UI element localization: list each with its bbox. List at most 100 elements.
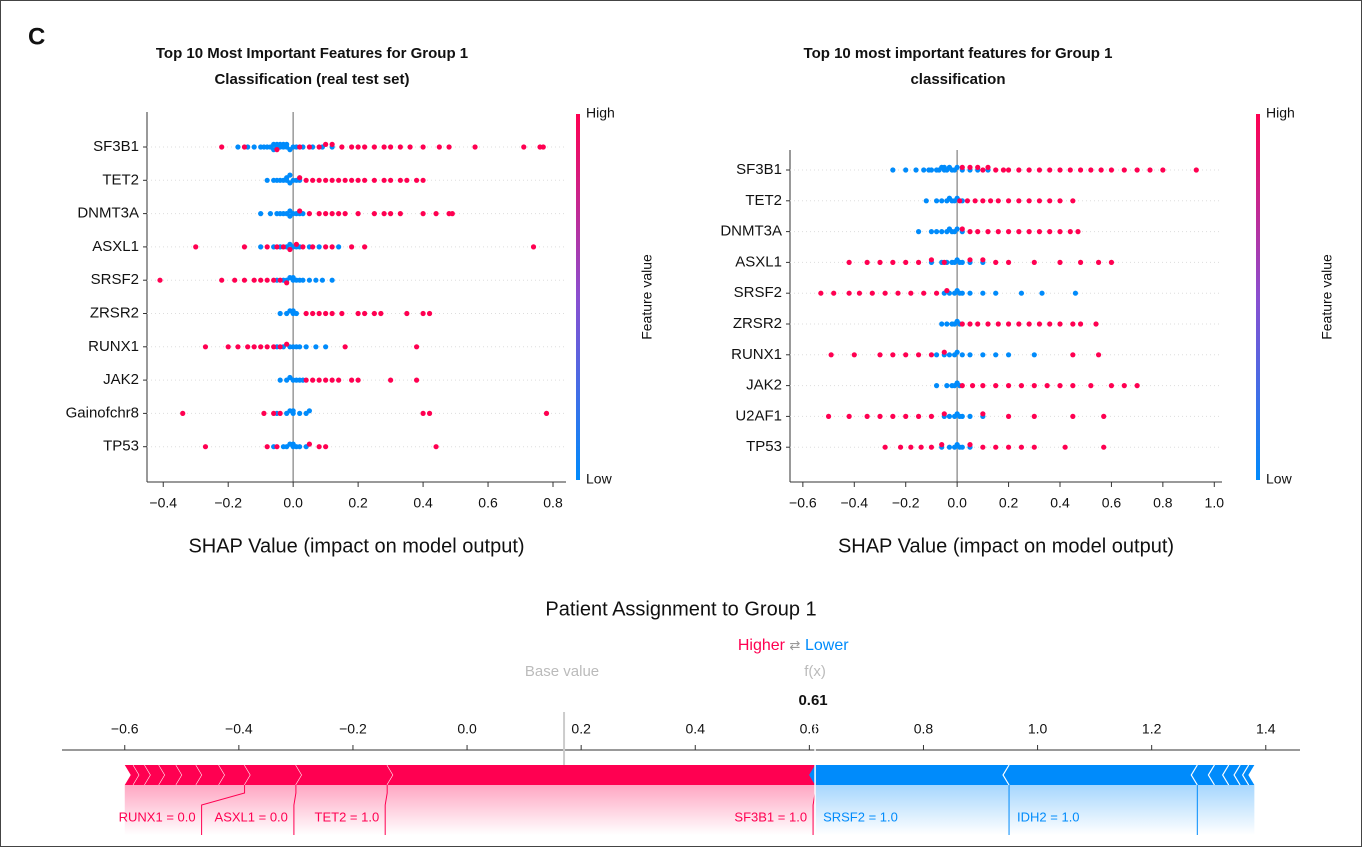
dot: [954, 164, 960, 170]
dot: [964, 198, 971, 204]
row-label: ASXL1: [92, 238, 139, 255]
dot: [980, 198, 986, 204]
dot: [287, 246, 293, 253]
dot: [371, 144, 377, 150]
dot: [306, 211, 313, 217]
dot: [846, 413, 852, 419]
dot: [864, 413, 870, 419]
dot: [903, 352, 909, 358]
dot: [969, 383, 976, 389]
lower-label: Lower: [805, 637, 849, 654]
dot: [355, 144, 361, 150]
dot: [946, 444, 953, 450]
dot: [1047, 321, 1053, 327]
dot: [342, 344, 348, 350]
dot: [1005, 321, 1012, 327]
dot: [877, 413, 883, 419]
dot: [967, 321, 973, 327]
dot: [362, 177, 368, 183]
dot: [306, 441, 313, 447]
dot: [225, 344, 231, 350]
dot: [1108, 167, 1115, 173]
dot: [1057, 167, 1063, 173]
dot: [258, 277, 264, 283]
dot: [297, 410, 303, 416]
dot: [915, 413, 922, 419]
dot: [939, 198, 945, 204]
dot: [355, 177, 361, 183]
dot: [264, 444, 270, 450]
colorbar: [576, 114, 580, 480]
dot: [413, 377, 420, 383]
dot: [831, 290, 837, 296]
dot: [915, 229, 922, 235]
dot: [303, 377, 309, 383]
force-segment: [1242, 765, 1255, 785]
dot: [388, 177, 394, 183]
dot: [316, 444, 322, 450]
dot: [851, 352, 857, 358]
row-label: TET2: [102, 171, 139, 188]
dot: [342, 211, 348, 217]
dot: [251, 344, 257, 350]
x-tick-label: 0.0: [457, 721, 477, 737]
dot: [908, 290, 914, 296]
dot: [232, 277, 238, 283]
dot: [323, 344, 329, 350]
force-segment: [176, 765, 203, 785]
x-tick-label: 0.0: [283, 495, 303, 511]
dot: [420, 144, 426, 150]
x-tick-label: −0.2: [339, 721, 367, 737]
dot: [378, 310, 384, 317]
feature-label: TET2 = 1.0: [315, 809, 380, 824]
chart-title: classification: [910, 71, 1005, 88]
dot: [349, 244, 355, 250]
dot: [921, 167, 927, 173]
force-segment: [1191, 765, 1215, 785]
dot: [1005, 167, 1012, 173]
dot: [1000, 167, 1007, 173]
dot: [316, 310, 322, 317]
dot: [869, 290, 875, 296]
row-label: RUNX1: [731, 346, 782, 363]
dot: [297, 344, 303, 350]
dot: [404, 177, 410, 183]
dot: [355, 310, 361, 317]
dot: [316, 244, 322, 250]
dot: [908, 444, 914, 450]
row-label: TP53: [103, 438, 139, 455]
x-tick-label: 1.0: [1205, 495, 1225, 511]
dot: [967, 229, 973, 235]
dot: [293, 310, 300, 317]
x-tick-label: −0.4: [225, 721, 253, 737]
dot: [407, 144, 413, 150]
dot: [436, 144, 442, 150]
row-label: DNMT3A: [77, 205, 139, 222]
dot: [897, 444, 904, 450]
force-segment: [1208, 765, 1229, 785]
dot: [1095, 352, 1102, 358]
colorbar-low: Low: [586, 471, 613, 487]
dot: [371, 310, 377, 317]
dot: [1070, 383, 1076, 389]
dot: [310, 177, 316, 183]
row-label: U2AF1: [735, 407, 782, 424]
dot: [995, 229, 1001, 235]
dot: [306, 277, 313, 283]
dot: [349, 377, 355, 383]
dot: [264, 277, 270, 283]
dot: [1070, 321, 1076, 327]
row-label: SF3B1: [736, 161, 782, 178]
dot: [371, 177, 377, 183]
dot: [310, 244, 316, 250]
x-tick-label: −0.6: [789, 495, 817, 511]
row-label: JAK2: [103, 371, 139, 388]
dot: [1057, 198, 1063, 204]
dot: [277, 310, 283, 317]
force-segment: [1003, 765, 1198, 785]
dot: [1018, 290, 1025, 296]
dot: [933, 290, 940, 296]
dot: [274, 147, 280, 153]
